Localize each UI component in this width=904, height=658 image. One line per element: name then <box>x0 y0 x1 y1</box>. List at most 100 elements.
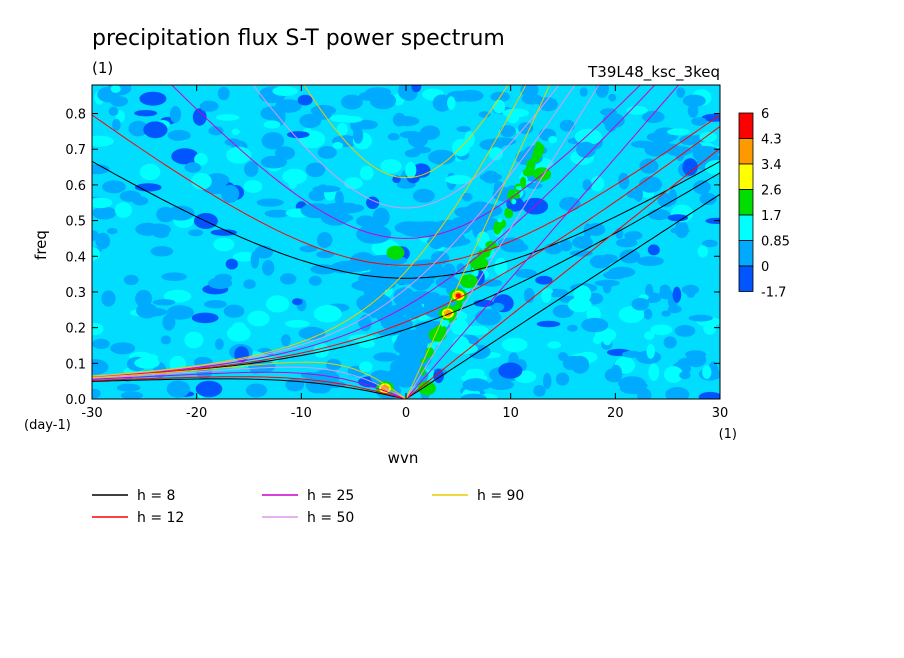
field-cell <box>461 192 473 202</box>
field-cell <box>332 260 370 273</box>
field-cell <box>312 185 341 193</box>
colorbar-swatch <box>738 112 754 139</box>
legend-label: h = 12 <box>137 510 184 526</box>
field-cell <box>481 279 503 287</box>
field-cell <box>357 292 392 315</box>
field-cell <box>407 132 429 148</box>
field-cell <box>184 162 202 173</box>
legend-label: h = 50 <box>307 510 354 526</box>
field-cell <box>353 119 378 130</box>
kelvin-curve <box>405 147 720 399</box>
colorbar-swatch <box>738 189 754 216</box>
field-cell <box>624 231 643 241</box>
x-tick-label: 20 <box>607 406 624 421</box>
field-cell <box>701 113 720 122</box>
field-cell <box>353 126 364 144</box>
rossby-curve <box>92 376 407 399</box>
field-cell <box>107 228 118 235</box>
field-cell <box>373 352 399 362</box>
field-cell <box>167 129 191 141</box>
field-cell <box>702 365 712 379</box>
field-cell <box>682 284 699 295</box>
field-cell <box>261 132 285 150</box>
field-cell <box>538 97 558 112</box>
y-unit-label: (day-1) <box>24 418 71 433</box>
field-cell <box>313 305 342 323</box>
field-cell <box>387 133 400 141</box>
field-cell <box>393 287 415 305</box>
field-cell <box>490 302 505 312</box>
inertio-gravity-curve <box>171 85 641 239</box>
plot-area <box>92 85 720 399</box>
y-axis-label: freq <box>32 230 50 260</box>
field-cell <box>139 91 167 106</box>
field-cell <box>501 337 528 352</box>
field-cell <box>313 343 330 358</box>
field-cell <box>650 324 673 336</box>
hotspot-outer <box>417 381 436 396</box>
field-cell <box>204 300 227 309</box>
y-axis: 0.0 0.1 0.2 0.3 0.4 0.5 0.6 0.7 0.8 <box>65 108 720 408</box>
field-cell <box>559 119 575 132</box>
field-cell <box>435 276 460 289</box>
colorbar-label: 2.6 <box>761 184 782 199</box>
field-cell <box>92 197 113 209</box>
field-cell <box>336 122 348 136</box>
field-cell <box>231 322 247 336</box>
field-cell <box>161 272 187 282</box>
field-cell <box>463 325 489 336</box>
field-cell <box>643 308 653 320</box>
x-tick-label: 30 <box>712 406 729 421</box>
field-cell <box>644 292 662 304</box>
field-cell <box>263 120 281 129</box>
field-cell <box>265 295 290 313</box>
y-tick-label: 0.1 <box>65 357 86 372</box>
field-cell <box>191 312 219 324</box>
field-cell <box>213 237 235 252</box>
field-cell <box>92 247 101 261</box>
field-cell <box>618 306 645 324</box>
field-cell <box>123 274 139 286</box>
field-cell <box>166 305 194 320</box>
kelvin-curve <box>405 193 720 399</box>
field-cell <box>533 385 546 397</box>
field-cell <box>286 131 310 139</box>
x-tick-label: 0 <box>402 406 410 421</box>
inertio-gravity-curve <box>303 85 509 179</box>
field-cell <box>682 94 706 108</box>
field-cell <box>317 146 337 159</box>
field-cell <box>475 309 502 326</box>
field-cell <box>215 338 224 350</box>
field-cell <box>393 370 418 385</box>
field-cell <box>372 207 390 227</box>
field-cell <box>685 350 707 359</box>
x-unit-label: (1) <box>719 427 737 442</box>
field-cell <box>488 147 503 161</box>
field-cell <box>504 208 509 217</box>
field-cell <box>398 85 412 100</box>
field-cell <box>626 105 648 115</box>
kelvin-curve <box>405 85 680 399</box>
field-cell <box>693 180 711 195</box>
field-cell <box>603 338 612 346</box>
field-cell <box>390 358 421 376</box>
field-cell <box>520 176 527 187</box>
field-cell <box>672 286 682 303</box>
field-cell <box>160 335 171 345</box>
field-cell <box>102 180 126 194</box>
field-cell <box>697 245 709 258</box>
field-cell <box>498 362 523 379</box>
field-cell <box>478 111 491 118</box>
field-cell <box>547 341 562 349</box>
field-cell <box>167 205 195 221</box>
field-cell <box>317 232 333 248</box>
field-cell <box>359 361 373 373</box>
field-cell <box>559 239 573 252</box>
field-cell <box>615 238 638 248</box>
field-cell <box>595 85 609 98</box>
field-cell <box>344 177 363 190</box>
field-cell <box>95 232 111 250</box>
colorbar-swatch <box>738 214 754 241</box>
field-cell <box>567 324 578 332</box>
field-cell <box>223 304 245 318</box>
